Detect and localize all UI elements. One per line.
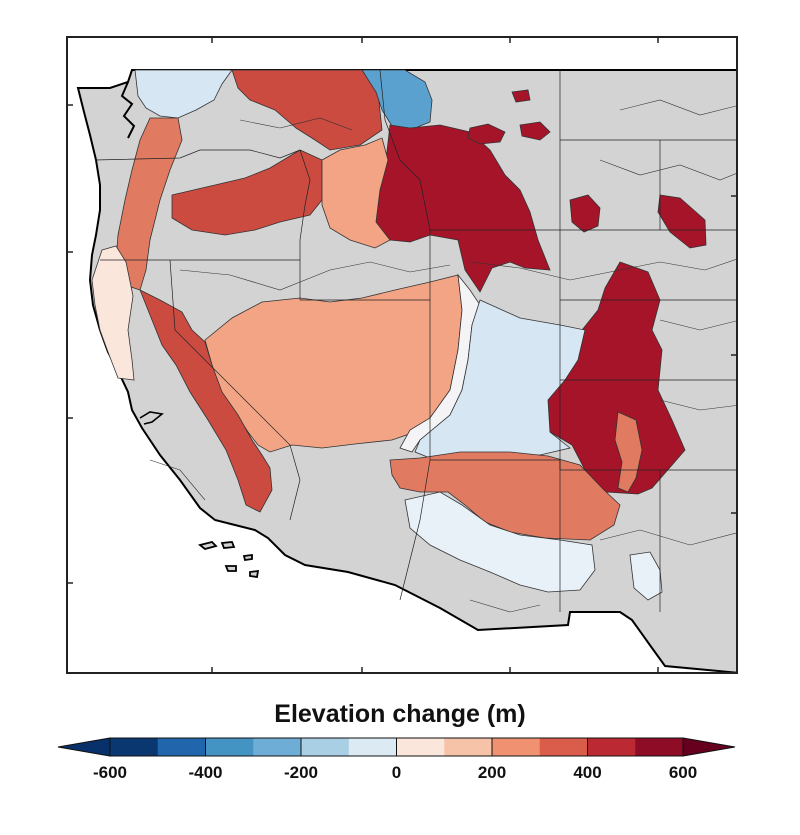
colorbar-tick-label: -400: [188, 763, 223, 782]
watershed-lines: [149, 99, 737, 613]
region-montana-outlier-1: [569, 194, 601, 233]
colorbar-bin-4: [301, 738, 350, 756]
colorbar-tick-label: -600: [92, 763, 128, 782]
region-northern-rockies-west: [361, 69, 433, 131]
colorbar-bin-5: [348, 738, 397, 756]
region-sangre-de-cristo: [614, 411, 643, 493]
channel-island-3: [224, 565, 237, 572]
colorbar-bin-10: [587, 738, 636, 756]
colorbar-bin-7: [444, 738, 493, 756]
region-sierra-nevada: [139, 289, 273, 513]
colorbar-bin-8: [492, 738, 541, 756]
colorbar-title: Elevation change (m): [274, 700, 526, 728]
channel-island-4: [249, 569, 260, 579]
region-basin-range-south-2: [629, 551, 663, 601]
region-north-cascades-east: [134, 69, 233, 119]
colorbar: [57, 737, 736, 757]
channel-island-1: [198, 541, 218, 550]
channel-island-2: [220, 541, 236, 549]
colorbar-bin-0: [110, 738, 159, 756]
state-boundaries: [94, 69, 737, 612]
region-blue-mountains-snake: [171, 149, 323, 236]
colorbar-bin-9: [539, 738, 588, 756]
colorbar-tick-label: 200: [477, 763, 507, 782]
puget-sound: [120, 81, 136, 139]
frame-ticks: [67, 37, 737, 673]
region-basin-range-south: [404, 491, 596, 593]
colorbar-tick-label: 400: [573, 763, 602, 782]
colorbar-extend-high: [682, 737, 736, 757]
san-francisco-bay: [139, 411, 164, 425]
colorbar-tick-label: -200: [283, 763, 319, 782]
colorbar-bin-3: [253, 738, 302, 756]
colorbar-tick-label: 0: [391, 763, 402, 782]
region-montana-outlier-5: [519, 121, 551, 141]
region-montana-outlier-4: [511, 89, 531, 103]
colorbar-bin-1: [157, 738, 206, 756]
region-coast-range: [91, 245, 135, 381]
colorbar-tick-label: 600: [668, 763, 698, 782]
region-montana-outlier-3: [467, 123, 506, 145]
region-idaho-batholith: [321, 137, 391, 249]
region-mogollon-rim: [389, 451, 621, 541]
colorbar-bin-2: [205, 738, 254, 756]
channel-island-5: [242, 553, 253, 562]
map-area: [67, 37, 737, 673]
colorbar-bin-11: [635, 738, 684, 756]
colorbar-bin-6: [396, 738, 445, 756]
colorbar-extend-low: [57, 737, 111, 757]
